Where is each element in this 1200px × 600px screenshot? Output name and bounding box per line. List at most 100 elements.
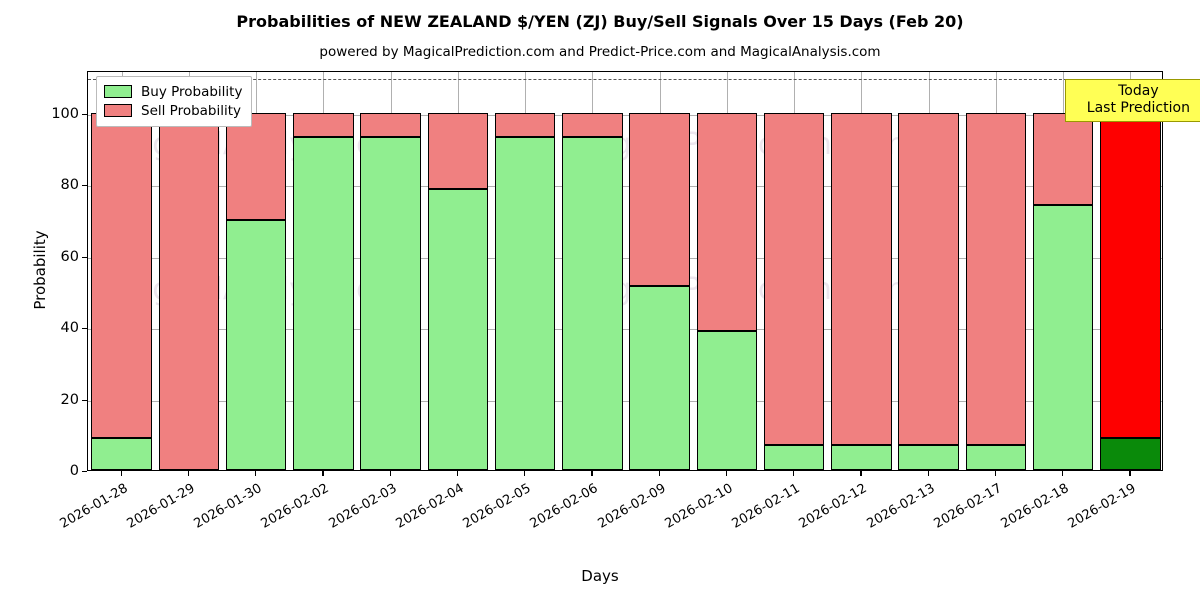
bar-group[interactable]	[158, 72, 220, 470]
bar-segment-sell[interactable]	[562, 112, 623, 137]
bar-segment-sell[interactable]	[1032, 112, 1094, 205]
x-tick-mark	[658, 471, 660, 476]
y-tick-label: 40	[60, 320, 79, 337]
bar-segment-buy[interactable]	[831, 444, 892, 470]
today-annotation-line2: Last Prediction	[1086, 100, 1190, 117]
bar-group[interactable]	[562, 72, 623, 470]
bar-segment-buy[interactable]	[494, 136, 556, 470]
x-tick-mark	[255, 471, 257, 476]
bar-segment-buy[interactable]	[898, 444, 959, 470]
legend-swatch-buy-icon	[104, 85, 132, 98]
bar-group[interactable]	[225, 72, 287, 470]
x-tick-label: 2026-02-04	[393, 481, 467, 532]
bar-group[interactable]	[91, 72, 152, 470]
bar-group[interactable]	[831, 72, 892, 470]
legend-item-sell: Sell Probability	[104, 101, 242, 120]
gridline-horizontal	[88, 114, 1162, 116]
bar-segment-sell[interactable]	[494, 112, 556, 137]
x-tick-label: 2026-02-03	[326, 481, 400, 532]
bar-segment-sell[interactable]	[293, 112, 354, 137]
bar-group[interactable]	[494, 72, 556, 470]
bar-segment-sell[interactable]	[1100, 112, 1161, 438]
x-tick-label: 2026-02-12	[796, 481, 870, 532]
bar-segment-sell[interactable]	[831, 112, 892, 445]
bar-segment-sell[interactable]	[763, 112, 825, 445]
x-tick-label: 2026-02-10	[662, 481, 736, 532]
bar-group[interactable]	[293, 72, 354, 470]
x-tick-mark	[1062, 471, 1064, 476]
x-tick-mark	[793, 471, 795, 476]
x-tick-mark	[389, 471, 391, 476]
bar-segment-buy[interactable]	[91, 437, 152, 470]
bar-segment-sell[interactable]	[427, 112, 489, 190]
chart-title: Probabilities of NEW ZEALAND $/YEN (ZJ) …	[236, 12, 964, 31]
bar-group[interactable]	[965, 72, 1027, 470]
y-tick-label: 0	[69, 463, 79, 479]
bar-segment-sell[interactable]	[898, 112, 959, 445]
bar-segment-sell[interactable]	[225, 112, 287, 220]
y-tick-mark	[82, 471, 87, 473]
bar-segment-buy[interactable]	[696, 330, 758, 470]
bar-segment-buy[interactable]	[1100, 437, 1161, 470]
x-axis-label: Days	[581, 567, 619, 585]
x-tick-mark	[860, 471, 862, 476]
x-tick-label: 2026-02-06	[527, 481, 601, 532]
bar-group[interactable]	[696, 72, 758, 470]
bar-group[interactable]	[1032, 72, 1094, 470]
bar-segment-buy[interactable]	[629, 286, 690, 470]
bar-segment-buy[interactable]	[360, 136, 421, 470]
bar-segment-sell[interactable]	[91, 112, 152, 438]
plot-area: MagicalAnalysis.comMagicalPrediction.com…	[87, 71, 1163, 471]
gridline-horizontal	[88, 257, 1162, 259]
bar-segment-sell[interactable]	[629, 112, 690, 287]
bar-segment-sell[interactable]	[696, 112, 758, 331]
y-tick-mark	[82, 185, 87, 187]
x-tick-mark	[524, 471, 526, 476]
y-tick-label: 80	[60, 177, 79, 194]
today-annotation: Today Last Prediction	[1065, 79, 1200, 123]
bar-group[interactable]	[427, 72, 489, 470]
x-tick-mark	[120, 471, 122, 476]
x-tick-mark	[1129, 471, 1131, 476]
x-tick-label: 2026-02-05	[460, 481, 534, 532]
y-tick-mark	[82, 328, 87, 330]
today-annotation-line1: Today	[1118, 83, 1159, 99]
x-tick-label: 2026-02-11	[729, 481, 803, 532]
y-tick-mark	[82, 399, 87, 401]
bar-segment-buy[interactable]	[562, 136, 623, 470]
x-tick-mark	[322, 471, 324, 476]
bar-segment-buy[interactable]	[427, 189, 489, 470]
bar-segment-buy[interactable]	[1032, 204, 1094, 470]
x-tick-label: 2026-02-17	[931, 481, 1005, 532]
x-tick-label: 2026-02-02	[258, 481, 332, 532]
bar-group[interactable]	[360, 72, 421, 470]
x-tick-mark	[725, 471, 728, 476]
bar-segment-buy[interactable]	[293, 136, 354, 470]
bar-group[interactable]	[1100, 72, 1161, 470]
chart-subtitle: powered by MagicalPrediction.com and Pre…	[319, 44, 881, 60]
gridline-horizontal	[88, 329, 1162, 331]
bar-group[interactable]	[629, 72, 690, 470]
bar-segment-buy[interactable]	[763, 444, 825, 470]
x-tick-mark	[187, 471, 190, 476]
legend-item-buy: Buy Probability	[104, 82, 242, 101]
chart-legend: Buy Probability Sell Probability	[96, 76, 253, 127]
gridline-horizontal	[88, 186, 1162, 188]
bar-segment-sell[interactable]	[158, 112, 220, 470]
y-tick-label: 20	[60, 391, 79, 408]
bar-group[interactable]	[763, 72, 825, 470]
y-tick-mark	[82, 256, 87, 258]
bar-segment-buy[interactable]	[225, 220, 287, 470]
bar-segment-sell[interactable]	[360, 112, 421, 137]
bar-group[interactable]	[898, 72, 959, 470]
x-tick-label: 2026-02-19	[1065, 481, 1139, 532]
bar-segment-sell[interactable]	[965, 112, 1027, 445]
x-tick-label: 2026-02-13	[864, 481, 938, 532]
x-tick-label: 2026-02-09	[595, 481, 669, 532]
x-tick-label: 2026-01-29	[124, 481, 198, 532]
bar-segment-buy[interactable]	[965, 444, 1027, 470]
y-tick-mark	[82, 113, 87, 116]
threshold-line	[88, 79, 1162, 81]
x-tick-mark	[591, 471, 593, 476]
